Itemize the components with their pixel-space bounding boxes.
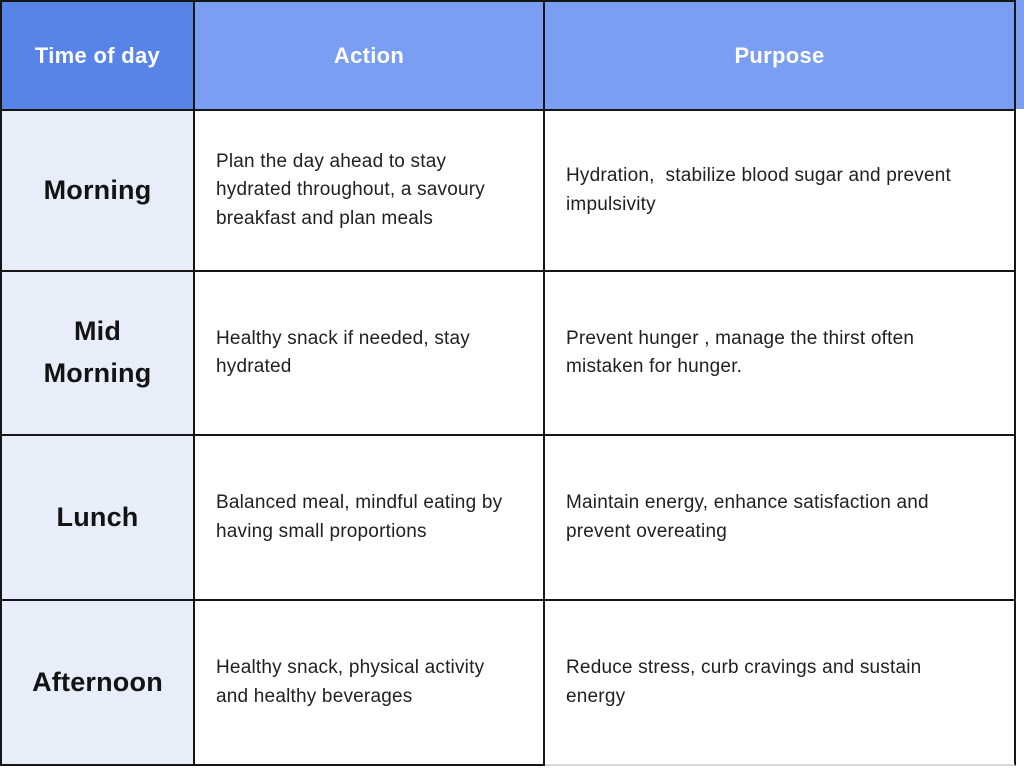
time-label: Afternoon [32,666,163,697]
column-header-label: Purpose [734,42,825,68]
column-header-time-of-day: Time of day [0,0,195,111]
action-text: Healthy snack, physical activity and hea… [216,657,490,707]
time-cell-lunch: Lunch [0,436,195,601]
time-cell-afternoon: Afternoon [0,601,195,766]
time-cell-mid-morning: Mid Morning [0,272,195,436]
purpose-text: Prevent hunger , manage the thirst often… [566,327,920,378]
time-label: Lunch [56,501,139,532]
action-cell-morning: Plan the day ahead to stay hydrated thro… [195,111,545,272]
purpose-cell-afternoon: Reduce stress, curb cravings and sustain… [545,601,1016,766]
time-label: Morning [43,174,152,205]
purpose-cell-lunch: Maintain energy, enhance satisfaction an… [545,436,1016,601]
column-header-label: Action [333,42,405,68]
action-cell-afternoon: Healthy snack, physical activity and hea… [195,601,545,766]
action-cell-lunch: Balanced meal, mindful eating by having … [195,436,545,601]
purpose-cell-morning: Hydration, stabilize blood sugar and pre… [545,111,1016,272]
purpose-text: Hydration, stabilize blood sugar and pre… [566,165,957,215]
action-text: Plan the day ahead to stay hydrated thro… [216,150,491,229]
column-header-action: Action [195,0,545,111]
header-background-sliver [1014,0,1024,109]
purpose-text: Reduce stress, curb cravings and sustain… [566,657,927,707]
column-header-purpose: Purpose [545,0,1016,111]
purpose-cell-mid-morning: Prevent hunger , manage the thirst often… [545,272,1016,436]
time-label: Mid Morning [43,316,152,388]
column-header-label: Time of day [34,42,161,68]
action-text: Balanced meal, mindful eating by having … [216,492,508,542]
action-cell-mid-morning: Healthy snack if needed, stay hydrated [195,272,545,436]
purpose-text: Maintain energy, enhance satisfaction an… [566,492,935,542]
time-cell-morning: Morning [0,111,195,272]
action-text: Healthy snack if needed, stay hydrated [216,327,476,378]
